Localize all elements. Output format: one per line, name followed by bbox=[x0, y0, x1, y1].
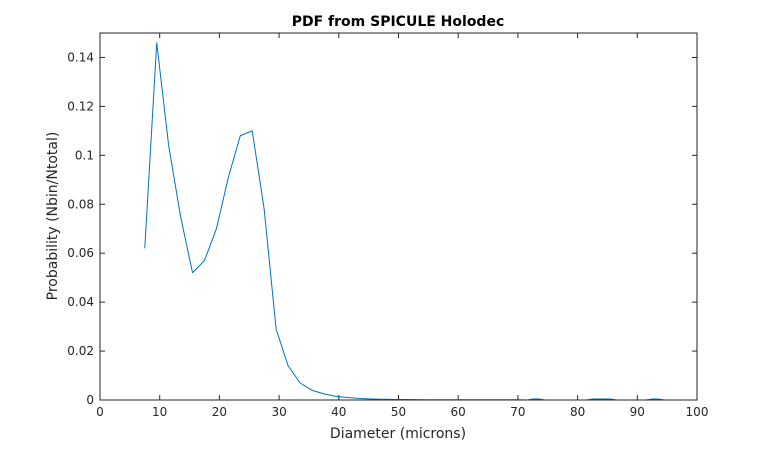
y-tick-label: 0.14 bbox=[67, 50, 94, 64]
x-tick-label: 30 bbox=[271, 405, 286, 419]
plot-frame bbox=[99, 32, 698, 401]
x-tick-label: 90 bbox=[630, 405, 645, 419]
y-axis-label: Probability (Nbin/Ntotal) bbox=[45, 132, 61, 301]
y-tick-label: 0.12 bbox=[67, 99, 94, 113]
y-axis-ticks: 0 0.02 0.04 0.06 0.08 0.1 0.12 0.14 bbox=[67, 50, 697, 407]
x-axis-ticks: 0 10 20 30 40 50 60 70 80 90 100 bbox=[96, 33, 708, 419]
y-tick-label: 0 bbox=[86, 393, 94, 407]
x-tick-label: 40 bbox=[331, 405, 346, 419]
x-tick-label: 50 bbox=[391, 405, 406, 419]
x-tick-label: 100 bbox=[686, 405, 709, 419]
x-tick-label: 0 bbox=[96, 405, 104, 419]
y-tick-label: 0.08 bbox=[67, 197, 94, 211]
x-tick-label: 80 bbox=[570, 405, 585, 419]
x-tick-label: 70 bbox=[510, 405, 525, 419]
x-axis-label: Diameter (microns) bbox=[330, 426, 466, 442]
x-tick-label: 10 bbox=[152, 405, 167, 419]
y-tick-label: 0.06 bbox=[67, 246, 94, 260]
y-tick-label: 0.02 bbox=[67, 344, 94, 358]
y-tick-label: 0.04 bbox=[67, 295, 94, 309]
plot-background bbox=[100, 33, 697, 400]
x-tick-label: 20 bbox=[212, 405, 227, 419]
y-tick-label: 0.1 bbox=[75, 148, 94, 162]
x-tick-label: 60 bbox=[451, 405, 466, 419]
chart-title: PDF from SPICULE Holodec bbox=[292, 14, 505, 30]
